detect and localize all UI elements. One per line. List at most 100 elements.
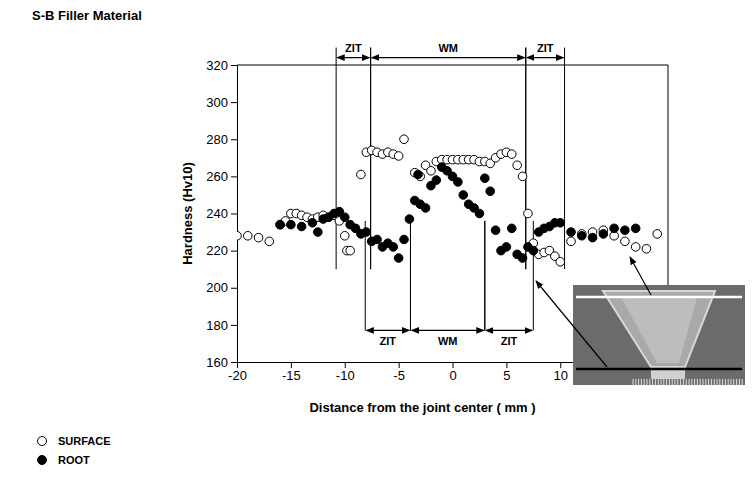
- point: [518, 254, 527, 263]
- tick: -5: [393, 362, 405, 383]
- point: [491, 226, 500, 235]
- inset: [536, 257, 745, 385]
- ruler-tick: [731, 379, 732, 385]
- root-line: [576, 368, 742, 371]
- point: [588, 233, 597, 242]
- point: [265, 237, 274, 246]
- point: [314, 228, 323, 237]
- zone-label: ZIT: [537, 42, 554, 54]
- point: [243, 231, 252, 240]
- tick-mark: [237, 362, 238, 368]
- zone-boundary: [336, 48, 337, 270]
- ruler-tick: [708, 379, 709, 385]
- point: [276, 220, 285, 229]
- tick: -15: [282, 362, 301, 383]
- tick: 5: [503, 362, 510, 383]
- annotations: ZITWMZITZITWMZIT: [336, 42, 564, 348]
- tick-mark: [345, 362, 346, 368]
- tick-mark: [231, 362, 237, 363]
- zone-boundary: [370, 48, 371, 270]
- zone-bracket: [366, 330, 409, 331]
- ruler-tick: [633, 379, 634, 385]
- tick-mark: [560, 362, 561, 368]
- point: [394, 152, 403, 161]
- surface-line: [576, 296, 742, 299]
- pointer-arrow: [630, 257, 651, 295]
- y-axis: 160180200220240260280300320: [206, 58, 237, 370]
- tick: 240: [206, 206, 237, 221]
- point: [610, 224, 619, 233]
- zone-label: ZIT: [345, 42, 362, 54]
- zone-label: WM: [438, 335, 458, 347]
- tick-label: -20: [228, 368, 247, 383]
- legend-symbol: [38, 456, 47, 465]
- ruler-tick: [669, 379, 670, 385]
- tick-label: -10: [336, 368, 355, 383]
- point: [362, 228, 371, 237]
- zone-boundary: [564, 48, 565, 270]
- ruler-tick: [644, 379, 645, 385]
- point: [346, 246, 355, 255]
- tick-mark: [231, 251, 237, 252]
- ruler-tick: [649, 379, 650, 385]
- ruler-tick: [717, 379, 718, 385]
- point: [475, 209, 484, 218]
- chart: S-B Filler Material-20-15-10-50510160180…: [0, 0, 752, 495]
- point: [414, 170, 423, 179]
- ruler-tick: [691, 379, 692, 385]
- ruler-tick: [661, 379, 662, 385]
- pointer-arrow: [536, 281, 607, 367]
- point: [507, 224, 516, 233]
- weld-metal: [621, 297, 697, 363]
- point: [454, 178, 463, 187]
- point: [427, 167, 436, 176]
- tick-label: 180: [206, 318, 228, 333]
- inset-background: [573, 285, 745, 385]
- tick-label: 240: [206, 206, 228, 221]
- zone-boundary: [484, 221, 485, 331]
- tick: 0: [449, 362, 456, 383]
- tick-label: 320: [206, 58, 228, 73]
- point: [529, 246, 538, 255]
- zone-boundary: [525, 48, 526, 270]
- series: [237, 135, 662, 266]
- tick-mark: [231, 176, 237, 177]
- tick-mark: [231, 102, 237, 103]
- ruler-tick: [686, 379, 687, 385]
- tick-mark: [231, 139, 237, 140]
- tick-label: 260: [206, 169, 228, 184]
- tick-mark: [231, 325, 237, 326]
- zone-bracket: [337, 57, 369, 58]
- zone-bracket: [372, 57, 525, 58]
- y-axis-title: Hardness (Hv10): [180, 162, 195, 265]
- point: [394, 254, 403, 263]
- series: [276, 163, 640, 263]
- ruler-tick: [677, 379, 678, 385]
- tick-label: 300: [206, 95, 228, 110]
- ruler-tick: [733, 379, 734, 385]
- ruler-tick: [700, 379, 701, 385]
- point: [556, 218, 565, 227]
- point: [631, 224, 640, 233]
- zone-boundary: [370, 48, 371, 270]
- tick-mark: [231, 288, 237, 289]
- title: S-B Filler Material: [32, 8, 142, 23]
- point: [502, 243, 511, 252]
- point: [653, 230, 662, 239]
- ruler-tick: [728, 379, 729, 385]
- ruler-tick: [652, 379, 653, 385]
- tick-mark: [506, 362, 507, 368]
- ruler-tick: [697, 379, 698, 385]
- point: [400, 235, 409, 244]
- axis-line: [237, 66, 238, 363]
- tick-mark: [291, 362, 292, 368]
- point: [340, 213, 349, 222]
- ruler-tick: [672, 379, 673, 385]
- point: [254, 233, 263, 242]
- ruler-tick: [666, 379, 667, 385]
- point: [567, 228, 576, 237]
- ruler-tick: [675, 379, 676, 385]
- ruler-tick: [689, 379, 690, 385]
- point: [373, 235, 382, 244]
- ruler-tick: [694, 379, 695, 385]
